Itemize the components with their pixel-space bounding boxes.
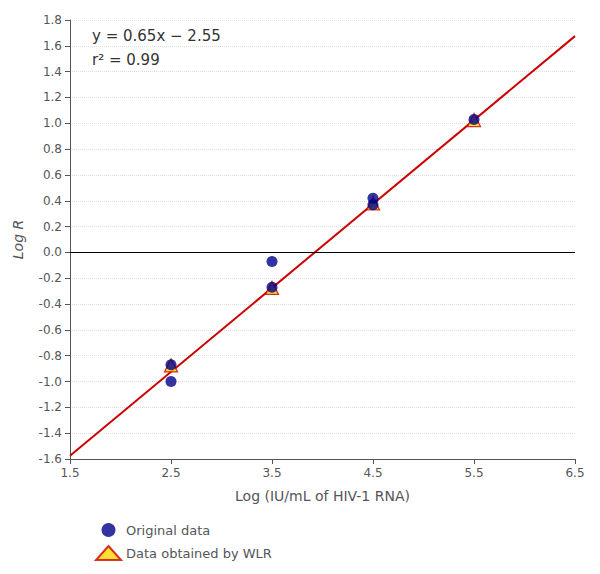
svg-text:-0.8: -0.8 bbox=[39, 349, 62, 363]
svg-text:r² = 0.99: r² = 0.99 bbox=[92, 51, 160, 69]
svg-text:-1.4: -1.4 bbox=[39, 426, 62, 440]
svg-text:Log R: Log R bbox=[10, 220, 26, 259]
svg-text:5.5: 5.5 bbox=[464, 466, 483, 480]
svg-text:Original data: Original data bbox=[126, 523, 210, 538]
svg-text:2.5: 2.5 bbox=[161, 466, 180, 480]
svg-text:-0.4: -0.4 bbox=[39, 297, 62, 311]
svg-text:-1.0: -1.0 bbox=[39, 375, 62, 389]
svg-text:-0.6: -0.6 bbox=[39, 323, 62, 337]
svg-text:1.2: 1.2 bbox=[43, 90, 62, 104]
svg-text:0.2: 0.2 bbox=[43, 220, 62, 234]
svg-text:1.5: 1.5 bbox=[60, 466, 79, 480]
svg-text:6.5: 6.5 bbox=[565, 466, 584, 480]
svg-text:Log (IU/mL of HIV-1 RNA): Log (IU/mL of HIV-1 RNA) bbox=[235, 488, 410, 504]
svg-text:0.8: 0.8 bbox=[43, 142, 62, 156]
svg-text:-1.6: -1.6 bbox=[39, 452, 62, 466]
svg-text:-1.2: -1.2 bbox=[39, 400, 62, 414]
svg-text:1.6: 1.6 bbox=[43, 39, 62, 53]
svg-text:0.0: 0.0 bbox=[43, 245, 62, 259]
svg-text:y = 0.65x − 2.55: y = 0.65x − 2.55 bbox=[92, 27, 221, 45]
svg-text:0.4: 0.4 bbox=[43, 194, 62, 208]
svg-text:1.4: 1.4 bbox=[43, 65, 62, 79]
svg-text:Data obtained by WLR: Data obtained by WLR bbox=[126, 546, 272, 561]
svg-text:1.8: 1.8 bbox=[43, 13, 62, 27]
svg-text:4.5: 4.5 bbox=[363, 466, 382, 480]
svg-text:0.6: 0.6 bbox=[43, 168, 62, 182]
svg-text:-0.2: -0.2 bbox=[39, 271, 62, 285]
svg-text:1.0: 1.0 bbox=[43, 116, 62, 130]
svg-text:3.5: 3.5 bbox=[262, 466, 281, 480]
